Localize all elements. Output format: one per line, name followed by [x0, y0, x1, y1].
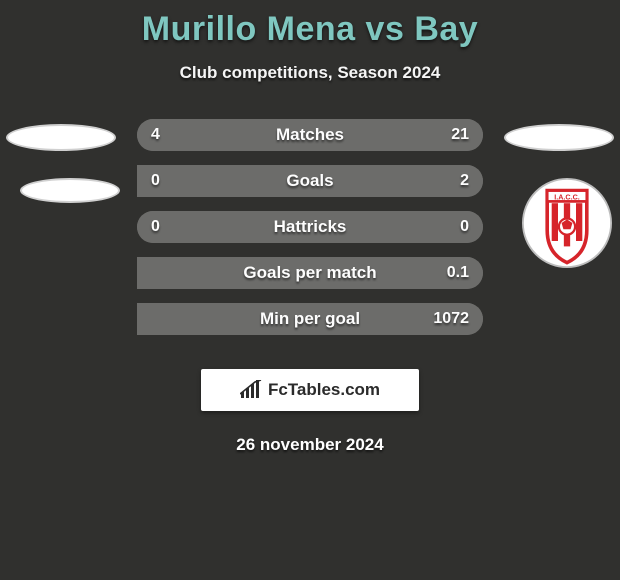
player2-badge-1	[504, 124, 614, 151]
stat-value-left: 4	[151, 126, 160, 144]
player1-name: Murillo Mena	[142, 10, 356, 48]
page-title: Murillo Mena vs Bay	[142, 10, 478, 49]
stat-value-left: 0	[151, 172, 160, 190]
stat-value-right: 1072	[433, 310, 469, 328]
date-text: 26 november 2024	[236, 435, 383, 455]
svg-text:I.A.C.C.: I.A.C.C.	[554, 193, 580, 202]
stat-label: Matches	[276, 125, 344, 145]
stat-value-right: 21	[451, 126, 469, 144]
player1-badge-2	[20, 178, 120, 203]
stat-label: Min per goal	[260, 309, 360, 329]
stat-row: 0 Hattricks 0	[137, 211, 483, 243]
stat-value-right: 0.1	[447, 264, 469, 282]
branding-text: FcTables.com	[268, 380, 380, 400]
branding-badge: FcTables.com	[201, 369, 419, 411]
stat-label: Goals	[286, 171, 333, 191]
subtitle: Club competitions, Season 2024	[180, 63, 441, 83]
stat-label: Hattricks	[274, 217, 347, 237]
vs-text: vs	[366, 10, 405, 48]
player2-name: Bay	[414, 10, 478, 48]
stat-fill-left	[137, 119, 192, 151]
stat-value-left: 0	[151, 218, 160, 236]
stat-row: 0 Goals 2	[137, 165, 483, 197]
stat-value-right: 0	[460, 218, 469, 236]
player1-badge-1	[6, 124, 116, 151]
stat-row: 4 Matches 21	[137, 119, 483, 151]
bar-chart-icon	[240, 380, 262, 400]
stat-row: Min per goal 1072	[137, 303, 483, 335]
player2-club-crest: I.A.C.C.	[522, 178, 612, 268]
stat-row: Goals per match 0.1	[137, 257, 483, 289]
stat-label: Goals per match	[243, 263, 376, 283]
stat-value-right: 2	[460, 172, 469, 190]
